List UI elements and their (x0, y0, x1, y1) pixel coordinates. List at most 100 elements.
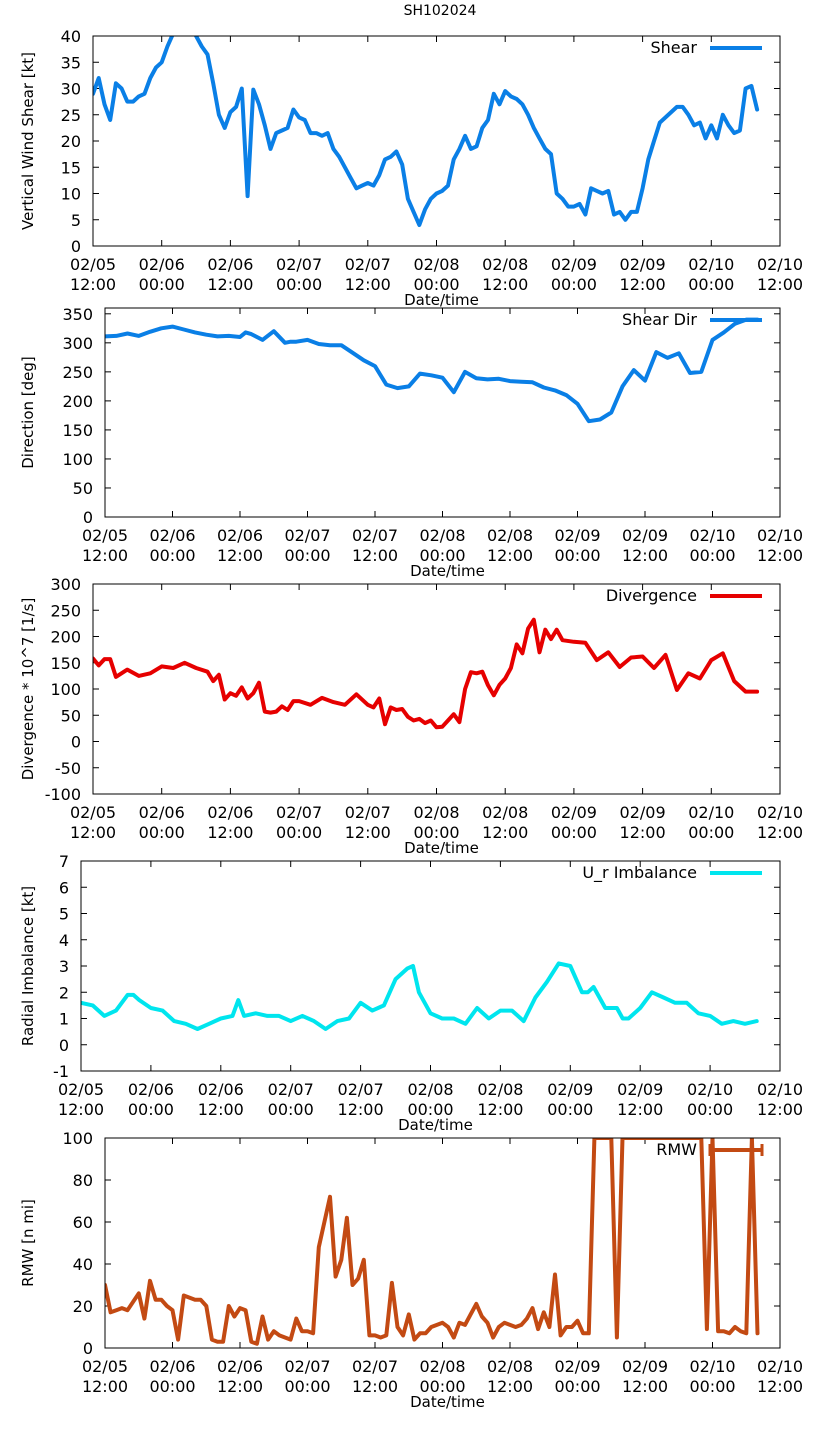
x-tick-label-time: 00:00 (688, 823, 734, 842)
x-tick-label-time: 00:00 (284, 1377, 330, 1396)
x-tick-label-date: 02/07 (284, 526, 330, 545)
x-tick-label-date: 02/07 (276, 255, 322, 274)
x-tick-label-date: 02/06 (149, 526, 195, 545)
x-tick-label-time: 00:00 (413, 823, 459, 842)
x-tick-label-date: 02/08 (413, 255, 459, 274)
x-axis-label: Date/time (404, 839, 479, 857)
y-axis-label: Radial Imbalance [kt] (19, 886, 37, 1046)
y-tick-label: -1 (53, 1062, 69, 1081)
x-tick-label-time: 12:00 (617, 1100, 663, 1119)
x-tick-label-time: 12:00 (487, 1377, 533, 1396)
x-tick-label-time: 12:00 (338, 1100, 384, 1119)
y-tick-label: 80 (73, 1171, 93, 1190)
x-tick-label-date: 02/09 (620, 255, 666, 274)
y-tick-label: 7 (59, 852, 69, 871)
x-tick-label-time: 12:00 (620, 275, 666, 294)
series-line-divergence (93, 617, 760, 730)
y-tick-label: 200 (62, 392, 93, 411)
x-tick-label-time: 00:00 (689, 1377, 735, 1396)
x-tick-label-time: 00:00 (419, 546, 465, 565)
x-tick-label-time: 00:00 (689, 546, 735, 565)
x-tick-label-time: 00:00 (407, 1100, 453, 1119)
x-tick-label-time: 12:00 (207, 823, 253, 842)
x-tick-label-time: 00:00 (284, 546, 330, 565)
legend-label: Shear (650, 38, 697, 57)
legend-label: Shear Dir (622, 310, 697, 329)
x-tick-label-time: 12:00 (345, 823, 391, 842)
y-tick-label: 5 (59, 905, 69, 924)
y-tick-label: 150 (62, 421, 93, 440)
y-tick-label: 300 (62, 334, 93, 353)
y-tick-label: 250 (62, 363, 93, 382)
x-tick-label-date: 02/09 (617, 1080, 663, 1099)
x-tick-label-time: 12:00 (482, 823, 528, 842)
legend-label: Divergence (606, 586, 697, 605)
plot-frame (104, 307, 781, 518)
y-tick-label: 0 (71, 733, 81, 752)
y-tick-label: 50 (61, 706, 81, 725)
x-tick-label-date: 02/10 (689, 1357, 735, 1376)
x-tick-label-date: 02/07 (284, 1357, 330, 1376)
x-tick-label-time: 00:00 (551, 823, 597, 842)
x-tick-label-date: 02/09 (551, 803, 597, 822)
x-tick-label-time: 00:00 (688, 275, 734, 294)
x-tick-label-time: 00:00 (554, 1377, 600, 1396)
x-tick-label-time: 00:00 (149, 546, 195, 565)
x-tick-label-date: 02/07 (345, 255, 391, 274)
chart-rmw: 02040608010002/0512:0002/0600:0002/0612:… (19, 1129, 803, 1411)
x-tick-label-date: 02/08 (419, 1357, 465, 1376)
chart-ur_imbalance: -10123456702/0512:0002/0600:0002/0612:00… (19, 852, 803, 1134)
x-tick-label-time: 00:00 (551, 275, 597, 294)
y-tick-label: 5 (71, 211, 81, 230)
x-tick-label-date: 02/08 (419, 526, 465, 545)
x-tick-label-time: 00:00 (276, 275, 322, 294)
x-tick-label-date: 02/06 (149, 1357, 195, 1376)
y-tick-label: 300 (50, 575, 81, 594)
y-tick-label: 3 (59, 957, 69, 976)
x-tick-label-time: 12:00 (352, 1377, 398, 1396)
x-tick-label-time: 12:00 (345, 275, 391, 294)
x-tick-label-date: 02/08 (407, 1080, 453, 1099)
x-tick-label-date: 02/06 (217, 1357, 263, 1376)
x-tick-label-date: 02/10 (688, 803, 734, 822)
x-tick-label-time: 00:00 (149, 1377, 195, 1396)
x-tick-label-time: 12:00 (58, 1100, 104, 1119)
x-tick-label-date: 02/08 (487, 526, 533, 545)
y-tick-label: 60 (73, 1213, 93, 1232)
y-tick-label: 50 (73, 479, 93, 498)
y-tick-label: 15 (61, 158, 81, 177)
y-tick-label: 1 (59, 1010, 69, 1029)
x-tick-label-date: 02/07 (352, 1357, 398, 1376)
figure-title: SH102024 (404, 3, 477, 19)
x-tick-label-time: 12:00 (82, 546, 128, 565)
x-tick-label-time: 12:00 (757, 275, 803, 294)
x-tick-label-date: 02/06 (207, 803, 253, 822)
x-tick-label-date: 02/05 (82, 526, 128, 545)
x-tick-label-date: 02/08 (482, 803, 528, 822)
x-tick-label-date: 02/09 (620, 803, 666, 822)
y-tick-label: -100 (45, 785, 81, 804)
x-tick-label-date: 02/07 (352, 526, 398, 545)
x-tick-label-time: 12:00 (477, 1100, 523, 1119)
y-axis-label: Direction [deg] (19, 356, 37, 469)
x-tick-label-date: 02/10 (757, 803, 803, 822)
x-tick-label-time: 12:00 (82, 1377, 128, 1396)
x-tick-label-time: 12:00 (757, 546, 803, 565)
x-tick-label-date: 02/10 (689, 526, 735, 545)
x-tick-label-date: 02/10 (687, 1080, 733, 1099)
y-tick-label: 40 (73, 1255, 93, 1274)
x-tick-label-time: 12:00 (757, 1100, 803, 1119)
x-axis-label: Date/time (404, 291, 479, 309)
x-tick-label-date: 02/07 (276, 803, 322, 822)
y-tick-label: 150 (50, 654, 81, 673)
x-tick-label-date: 02/05 (58, 1080, 104, 1099)
chart-shear: 051015202530354002/0512:0002/0600:0002/0… (19, 27, 803, 309)
x-axis-label: Date/time (398, 1116, 473, 1134)
series-line-rmw (105, 1138, 760, 1346)
y-axis-label: Divergence * 10^7 [1/s] (19, 598, 37, 781)
y-tick-label: 0 (59, 1036, 69, 1055)
y-tick-label: 0 (71, 237, 81, 256)
y-tick-label: 20 (61, 132, 81, 151)
y-tick-label: 35 (61, 53, 81, 72)
